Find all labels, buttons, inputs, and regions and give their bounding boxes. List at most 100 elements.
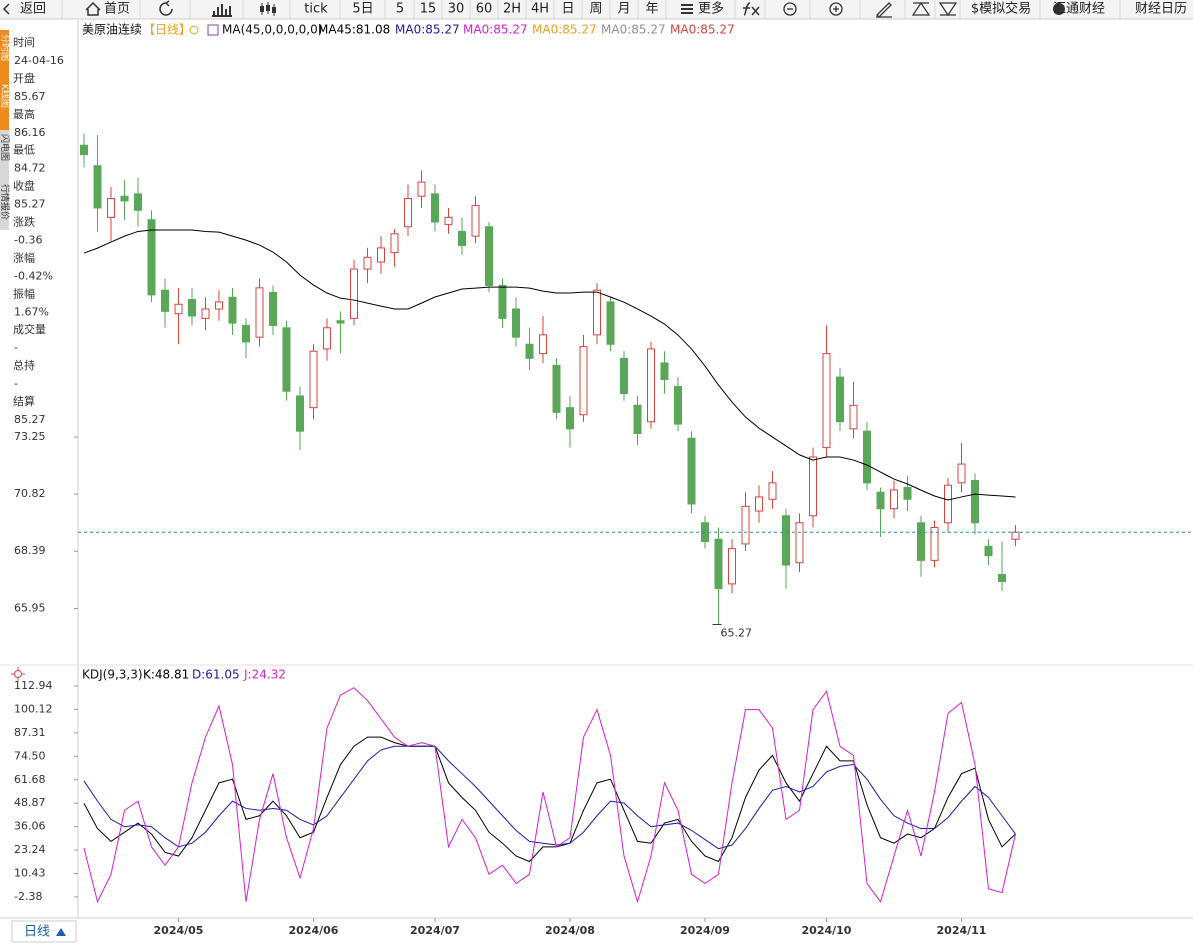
side-tab-active[interactable] xyxy=(0,30,9,130)
candle-body xyxy=(660,362,669,380)
info-text: 85.27 xyxy=(14,413,46,426)
candle-body xyxy=(107,198,115,218)
period-button-label[interactable]: 日线 xyxy=(24,925,50,940)
toolbar-bg xyxy=(0,0,1193,19)
zoom-out-icon[interactable] xyxy=(783,2,797,16)
candle-icon-body xyxy=(260,6,264,12)
indicator-label: MA(45,0,0,0,0,0) xyxy=(222,23,322,37)
toolbar-button[interactable]: 30 xyxy=(448,2,465,17)
candle-body xyxy=(566,407,574,430)
candle-body xyxy=(768,482,777,500)
candle-body xyxy=(741,505,750,545)
toolbar-button[interactable]: 年 xyxy=(645,2,658,17)
toolbar-button[interactable]: 2H xyxy=(503,2,521,17)
candle-body xyxy=(984,545,993,557)
fx-icon[interactable] xyxy=(743,2,760,16)
info-text: 85.67 xyxy=(14,90,46,103)
triangle-icon[interactable] xyxy=(911,1,931,16)
toolbar-button[interactable]: $模拟交易 xyxy=(971,1,1031,17)
y-tick-label: 73.25 xyxy=(14,430,46,443)
ma-legend: MA0:85.27 xyxy=(463,23,528,37)
info-text: 86.16 xyxy=(14,126,46,139)
toolbar-button[interactable]: 5日 xyxy=(352,2,373,17)
side-tab-label[interactable]: 分时图 xyxy=(0,34,11,61)
candle-body xyxy=(620,357,628,395)
candle-body xyxy=(849,404,858,430)
candle-body xyxy=(147,219,156,296)
candle-body xyxy=(174,303,183,315)
back-icon[interactable] xyxy=(2,3,10,15)
indicator-checkbox[interactable] xyxy=(207,24,219,36)
menu-icon[interactable] xyxy=(681,4,693,14)
refresh-icon[interactable] xyxy=(159,0,173,16)
candle-body xyxy=(80,144,88,156)
toolbar-button[interactable]: 15 xyxy=(420,2,437,17)
x-tick-label: 2024/06 xyxy=(289,924,339,937)
candle-body xyxy=(296,395,304,432)
toolbar-button[interactable]: 60 xyxy=(476,2,493,17)
toolbar-button[interactable]: 日 xyxy=(561,2,574,17)
side-tab[interactable] xyxy=(0,130,9,230)
toolbar-button[interactable]: 财经日历 xyxy=(1135,2,1187,17)
candle-body xyxy=(242,324,250,343)
y-tick-label: 36.06 xyxy=(14,820,46,833)
candle-body xyxy=(539,334,547,355)
candle-body xyxy=(431,193,439,223)
info-text: 结算 xyxy=(13,394,35,408)
toolbar-button[interactable]: 首页 xyxy=(104,2,130,17)
y-tick-label: 70.82 xyxy=(14,487,46,500)
candle-body xyxy=(674,386,682,425)
side-tab-label[interactable]: 闪电图 xyxy=(0,134,11,161)
settings-icon[interactable] xyxy=(14,670,22,678)
x-tick-label: 2024/05 xyxy=(154,924,204,937)
toolbar-button[interactable]: 4H xyxy=(531,2,549,17)
candle-body xyxy=(917,522,925,561)
toolbar-button[interactable]: 汇通财经 xyxy=(1053,2,1105,17)
candle-body xyxy=(593,289,601,336)
home-icon[interactable] xyxy=(85,1,101,16)
candle-body xyxy=(336,320,345,324)
toolbar-button[interactable]: 5 xyxy=(396,2,404,17)
info-text: 最低 xyxy=(13,144,35,157)
triangle-icon[interactable] xyxy=(938,2,958,17)
candle-body xyxy=(309,350,318,409)
zoom-in-icon[interactable] xyxy=(829,2,843,16)
toolbar-button[interactable]: tick xyxy=(304,2,328,17)
side-tab-label[interactable]: 行情报价 xyxy=(0,184,11,220)
candle-body xyxy=(971,479,979,524)
y-tick-label: 87.31 xyxy=(14,726,46,739)
info-text: 84.72 xyxy=(14,162,46,175)
candle-body xyxy=(944,484,952,524)
candle-body xyxy=(525,343,534,359)
y-tick-label: 48.87 xyxy=(14,796,46,809)
legend-entry: J:24.32 xyxy=(243,668,286,682)
side-tab-label[interactable]: K线图 xyxy=(0,84,11,108)
toolbar-button[interactable]: 更多 xyxy=(698,1,724,17)
candle-body xyxy=(282,327,291,392)
candle-body xyxy=(998,573,1006,583)
toolbar-button[interactable]: 周 xyxy=(589,2,602,17)
candle-body xyxy=(93,165,102,209)
candle-body xyxy=(485,226,493,286)
ma-legend: MA45:81.08 xyxy=(318,23,390,37)
candle-body xyxy=(471,205,480,237)
y-tick-label: 61.68 xyxy=(14,773,46,786)
coin-icon xyxy=(1053,3,1065,15)
y-tick-label: 112.94 xyxy=(14,679,53,692)
candle-body xyxy=(498,284,507,319)
toolbar-button[interactable]: 月 xyxy=(617,2,630,17)
period-button[interactable] xyxy=(11,920,77,943)
bar-icon[interactable] xyxy=(212,4,232,17)
pen-icon[interactable] xyxy=(876,2,892,18)
period-arrow xyxy=(56,928,66,936)
y-tick-label: 23.24 xyxy=(14,843,46,856)
legend-entry: K:48.81 xyxy=(143,668,189,682)
candle-body xyxy=(161,289,169,312)
candle-body xyxy=(458,230,466,247)
candle-body xyxy=(890,489,898,510)
legend-entry: D:61.05 xyxy=(192,668,240,682)
toolbar-button[interactable]: 返回 xyxy=(20,2,46,17)
candle-body xyxy=(377,247,385,263)
